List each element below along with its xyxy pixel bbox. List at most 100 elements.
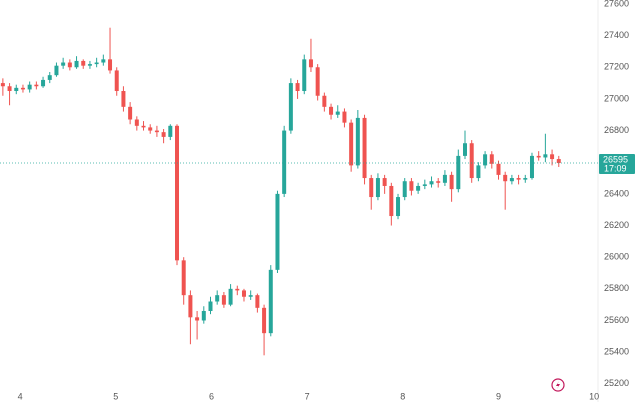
candle-body	[154, 130, 159, 133]
candle-body	[315, 67, 320, 96]
x-tick-label: 10	[589, 391, 599, 401]
candle-body	[469, 143, 474, 179]
y-tick-label: 27600	[604, 0, 629, 8]
candle-body	[275, 193, 280, 270]
candle-body	[422, 184, 427, 186]
y-tick-label: 27000	[604, 93, 629, 103]
candle-body	[463, 143, 468, 156]
candle-body	[503, 174, 508, 182]
candle-body	[536, 155, 541, 158]
candle-body	[248, 295, 253, 297]
candle-body	[375, 178, 380, 198]
candle-body	[436, 181, 441, 183]
candle-body	[489, 154, 494, 164]
candle-body	[322, 95, 327, 107]
y-tick-label: 26400	[604, 188, 629, 198]
y-tick-label: 25800	[604, 283, 629, 293]
x-tick-label: 8	[400, 391, 405, 401]
candle-body	[295, 83, 300, 92]
candle-body	[7, 86, 12, 92]
candle-body	[67, 62, 72, 68]
candle-body	[476, 165, 481, 179]
candle-body	[543, 154, 548, 158]
y-tick-label: 27200	[604, 62, 629, 72]
candle-body	[215, 295, 220, 302]
last-price-label: 26595	[603, 154, 628, 164]
candle-body	[483, 154, 488, 166]
x-tick-label: 4	[18, 391, 23, 401]
candle-body	[262, 307, 267, 334]
candle-body	[509, 178, 514, 182]
candle-body	[329, 106, 334, 115]
candle-body	[168, 125, 173, 137]
x-tick-label: 5	[113, 391, 118, 401]
y-tick-label: 26800	[604, 125, 629, 135]
candle-body	[349, 122, 354, 166]
candle-body	[429, 181, 434, 185]
icon-bolt[interactable]	[556, 381, 560, 389]
candle-body	[402, 181, 407, 198]
y-tick-label: 25200	[604, 378, 629, 388]
candle-body	[396, 197, 401, 217]
candle-body	[128, 106, 133, 120]
candle-body	[302, 59, 307, 92]
candle-body	[556, 159, 561, 164]
candle-body	[409, 181, 414, 191]
candle-body	[268, 269, 273, 334]
x-tick-label: 9	[496, 391, 501, 401]
x-tick-label: 7	[305, 391, 310, 401]
candle-body	[241, 290, 246, 297]
candle-body	[27, 84, 32, 90]
candle-body	[41, 79, 46, 87]
candle-body	[523, 178, 528, 180]
candle-body	[221, 295, 226, 305]
candle-body	[442, 174, 447, 183]
candle-body	[108, 59, 113, 71]
icon-circle[interactable]	[551, 378, 565, 392]
candle-body	[208, 301, 213, 311]
candle-body	[195, 317, 200, 321]
y-tick-label: 25400	[604, 347, 629, 357]
candle-body	[255, 295, 260, 308]
candle-body	[134, 119, 139, 126]
candle-body	[550, 154, 555, 160]
candle-body	[114, 70, 119, 92]
candle-body	[61, 62, 66, 66]
countdown-label: 17:09	[604, 163, 627, 173]
y-tick-label: 26200	[604, 220, 629, 230]
candle-body	[235, 288, 240, 291]
candle-body	[362, 117, 367, 179]
candle-body	[0, 83, 5, 87]
candle-body	[34, 84, 39, 87]
candle-body	[148, 127, 153, 131]
candle-body	[416, 185, 421, 191]
candle-body	[14, 87, 19, 92]
candle-body	[81, 60, 86, 66]
candle-body	[496, 163, 501, 175]
candle-body	[529, 155, 534, 179]
last-price-box	[599, 154, 635, 175]
candle-body	[389, 185, 394, 217]
y-tick-label: 27400	[604, 30, 629, 40]
candle-body	[141, 125, 146, 128]
candle-body	[355, 117, 360, 166]
candle-body	[121, 91, 126, 107]
candle-body	[94, 62, 99, 65]
y-tick-label: 26000	[604, 252, 629, 262]
candle-body	[369, 178, 374, 198]
candle-body	[288, 83, 293, 131]
candle-body	[282, 130, 287, 194]
candle-body	[342, 111, 347, 123]
candle-body	[308, 59, 313, 68]
candle-body	[228, 288, 233, 305]
candle-body	[47, 75, 52, 80]
candle-body	[188, 295, 193, 318]
lightning-icon[interactable]	[551, 378, 565, 392]
x-tick-label: 6	[209, 391, 214, 401]
candle-body	[74, 60, 79, 68]
candle-body	[449, 174, 454, 190]
candle-body	[456, 155, 461, 190]
candle-body	[54, 65, 59, 76]
candle-body	[201, 310, 206, 321]
